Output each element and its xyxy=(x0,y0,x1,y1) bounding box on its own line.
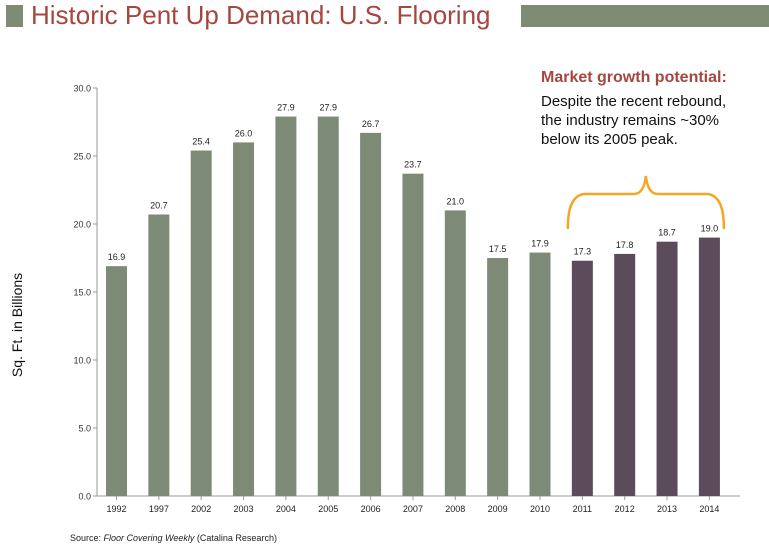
x-tick-label: 2007 xyxy=(403,504,423,514)
bar xyxy=(444,210,466,496)
bar xyxy=(656,241,678,496)
bar xyxy=(402,173,424,496)
source-note: Source: Floor Covering Weekly (Catalina … xyxy=(70,533,277,543)
x-tick-label: 2005 xyxy=(318,504,338,514)
callout-body: Despite the recent rebound, the industry… xyxy=(541,92,769,149)
y-tick-label: 30.0 xyxy=(73,84,91,94)
source-suffix: (Catalina Research) xyxy=(194,533,277,543)
page-title: Historic Pent Up Demand: U.S. Flooring xyxy=(31,0,491,30)
y-tick-label: 20.0 xyxy=(73,220,91,230)
y-tick-label: 10.0 xyxy=(73,356,91,366)
data-label: 19.0 xyxy=(701,224,719,234)
data-label: 26.0 xyxy=(235,128,253,138)
x-tick-label: 1997 xyxy=(149,504,169,514)
bar xyxy=(190,150,212,496)
bar xyxy=(148,214,170,497)
x-tick-label: 2004 xyxy=(276,504,296,514)
x-tick-label: 2003 xyxy=(234,504,254,514)
source-prefix: Source: xyxy=(70,533,104,543)
callout-line: below its 2005 peak. xyxy=(541,131,678,148)
source-publication: Floor Covering Weekly xyxy=(103,533,195,543)
data-label: 25.4 xyxy=(192,137,210,147)
data-label: 27.9 xyxy=(277,103,295,113)
data-label: 17.3 xyxy=(574,247,592,257)
bar xyxy=(571,260,593,496)
data-label: 20.7 xyxy=(150,200,168,210)
x-tick-label: 2012 xyxy=(615,504,635,514)
callout-line: the industry remains ~30% xyxy=(541,112,720,129)
bar xyxy=(614,253,636,496)
y-axis-label: Sq. Ft. in Billions xyxy=(9,273,25,377)
x-tick-label: 2008 xyxy=(445,504,465,514)
bar xyxy=(275,116,297,496)
bar xyxy=(106,266,127,496)
data-label: 17.9 xyxy=(531,239,549,249)
x-tick-label: 1992 xyxy=(106,504,126,514)
y-tick-label: 25.0 xyxy=(73,152,91,162)
bar xyxy=(698,237,720,496)
data-label: 27.9 xyxy=(319,103,337,113)
data-label: 26.7 xyxy=(362,119,380,129)
title-accent-bar-right xyxy=(521,5,769,27)
bar xyxy=(487,258,509,496)
curly-bracket xyxy=(566,175,726,230)
data-label: 16.9 xyxy=(108,252,126,262)
bar xyxy=(233,142,255,496)
bar xyxy=(529,252,551,496)
data-label: 17.8 xyxy=(616,240,634,250)
y-tick-label: 15.0 xyxy=(73,288,91,298)
callout-heading: Market growth potential: xyxy=(541,69,727,86)
x-tick-label: 2011 xyxy=(573,504,592,514)
data-label: 18.7 xyxy=(658,228,676,238)
x-tick-label: 2014 xyxy=(699,504,719,514)
x-tick-label: 2009 xyxy=(488,504,508,514)
title-accent-bar-left xyxy=(6,5,23,27)
y-tick-label: 0.0 xyxy=(78,492,91,502)
data-label: 23.7 xyxy=(404,160,422,170)
bar xyxy=(360,132,382,496)
x-tick-label: 2013 xyxy=(657,504,677,514)
data-label: 17.5 xyxy=(489,244,507,254)
y-tick-label: 5.0 xyxy=(78,424,91,434)
callout-line: Despite the recent rebound, xyxy=(541,93,727,110)
data-label: 21.0 xyxy=(447,196,465,206)
x-tick-label: 2010 xyxy=(530,504,550,514)
x-tick-label: 2006 xyxy=(361,504,381,514)
bar xyxy=(317,116,339,496)
x-tick-label: 2002 xyxy=(191,504,211,514)
